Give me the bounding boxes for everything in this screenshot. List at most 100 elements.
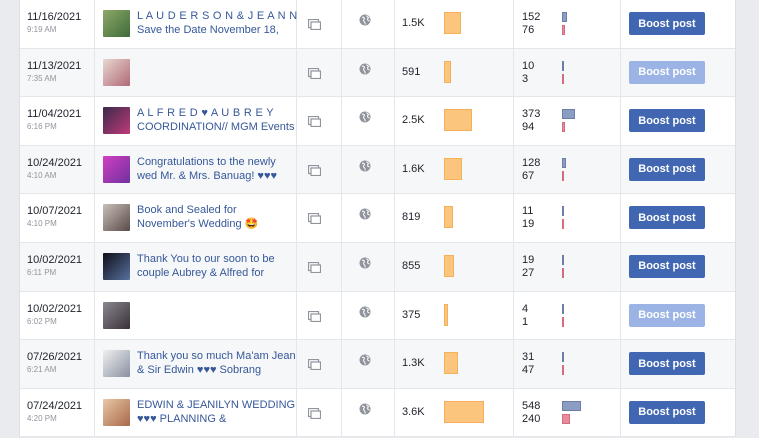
column-divider: [620, 97, 621, 145]
column-divider: [94, 388, 95, 437]
post-thumbnail[interactable]: [103, 58, 130, 86]
boost-post-button[interactable]: Boost post: [629, 352, 705, 376]
column-divider: [341, 291, 342, 340]
post-text-link[interactable]: L A U D E R S O N & J E A N N Save the Da…: [137, 9, 297, 37]
reach-bar: [444, 400, 484, 423]
globe-icon: [359, 305, 371, 323]
post-text-link[interactable]: Book and Sealed for November's Wedding 🤩: [137, 203, 297, 231]
column-divider: [620, 340, 621, 388]
reach-value: 1.6K: [402, 162, 425, 175]
column-divider: [94, 145, 95, 194]
post-thumbnail[interactable]: [103, 155, 130, 183]
album-icon: [307, 211, 322, 229]
post-date: 07/24/2021: [27, 399, 83, 412]
column-divider: [620, 242, 621, 291]
table-row: 10/07/2021 4:10 PM Book and Sealed for Nove…: [20, 194, 735, 243]
post-clicks-value: 11: [522, 205, 534, 218]
post-text-line: COORDINATION// MGM Events: [137, 121, 295, 134]
post-text-line: November's Wedding 🤩: [137, 218, 259, 231]
post-text-line: Save the Date November 18,: [137, 24, 279, 36]
column-divider: [341, 48, 342, 97]
column-divider: [620, 0, 621, 48]
table-row: 07/26/2021 6:21 AM Thank you so much Ma'am…: [20, 340, 735, 389]
post-time: 6:11 PM: [27, 267, 57, 277]
boost-post-button[interactable]: Boost post: [629, 206, 705, 230]
post-text-line: L A U D E R S O N & J E A N N: [137, 10, 297, 22]
boost-post-button[interactable]: Boost post: [629, 12, 705, 35]
post-text-link[interactable]: Congratulations to the newly wed Mr. & Mr…: [137, 155, 297, 183]
post-time: 6:16 PM: [27, 122, 57, 132]
album-icon: [307, 163, 322, 181]
reach-bar: [444, 254, 454, 277]
post-text-line: & Sir Edwin ♥♥♥ Sobrang: [137, 364, 262, 377]
reactions-bar: [562, 413, 570, 424]
reactions-value: 76: [522, 24, 535, 36]
column-divider: [513, 340, 514, 388]
post-thumbnail[interactable]: [103, 398, 130, 426]
column-divider: [296, 194, 297, 242]
reactions-bar: [562, 365, 564, 376]
reach-value: 1.3K: [402, 357, 425, 370]
reactions-bar: [562, 267, 564, 278]
post-text-link[interactable]: Thank you so much Ma'am Jean & Sir Edwin …: [137, 349, 297, 377]
reach-value: 3.6K: [402, 405, 425, 418]
post-date: 10/07/2021: [27, 205, 83, 218]
column-divider: [394, 97, 395, 145]
table-row: 10/02/2021 6:02 PM 375 4 1 Boost post: [20, 291, 735, 341]
post-text-link[interactable]: Thank You to our soon to be couple Aubrey…: [137, 252, 297, 280]
globe-icon: [359, 110, 371, 128]
post-text-line: ♥♥♥ PLANNING &: [137, 412, 227, 425]
post-clicks-bar: [562, 60, 564, 71]
album-icon: [307, 66, 322, 84]
column-divider: [513, 145, 514, 194]
reach-value: 855: [402, 259, 421, 272]
post-clicks-bar: [562, 109, 575, 120]
globe-icon: [359, 353, 371, 371]
reactions-value: 67: [522, 169, 535, 182]
globe-icon: [359, 13, 371, 31]
post-thumbnail[interactable]: [103, 204, 130, 232]
post-time: 7:35 AM: [27, 73, 57, 83]
post-clicks-value: 19: [522, 253, 535, 266]
column-divider: [513, 97, 514, 145]
column-divider: [620, 388, 621, 437]
album-icon: [307, 260, 322, 278]
reach-bar: [444, 303, 448, 326]
reach-bar: [444, 206, 453, 229]
boost-post-button[interactable]: Boost post: [629, 109, 705, 133]
reactions-value: 240: [522, 412, 541, 425]
reach-value: 375: [402, 308, 421, 321]
boost-post-button[interactable]: Boost post: [629, 400, 705, 424]
post-clicks-value: 373: [522, 108, 541, 121]
post-thumbnail[interactable]: [103, 301, 130, 329]
album-icon: [307, 357, 322, 375]
column-divider: [620, 145, 621, 194]
post-thumbnail[interactable]: [103, 252, 130, 280]
reach-bar: [444, 60, 451, 83]
reactions-value: 1: [522, 315, 529, 328]
post-time: 4:10 PM: [27, 219, 57, 229]
post-thumbnail[interactable]: [103, 350, 130, 378]
post-thumbnail[interactable]: [103, 107, 130, 135]
posts-table: 11/16/2021 9:19 AM L A U D E R S O N & J E…: [19, 0, 736, 438]
post-date: 11/13/2021: [27, 59, 82, 72]
reactions-value: 94: [522, 121, 535, 134]
reactions-bar: [562, 316, 564, 327]
column-divider: [341, 340, 342, 388]
column-divider: [341, 242, 342, 291]
post-thumbnail[interactable]: [103, 10, 130, 37]
column-divider: [394, 242, 395, 291]
boost-post-button[interactable]: Boost post: [629, 254, 705, 278]
post-text-link[interactable]: EDWIN & JEANILYN WEDDING ♥♥♥ PLANNING &: [137, 398, 297, 426]
column-divider: [513, 194, 514, 242]
boost-post-button[interactable]: Boost post: [629, 157, 705, 181]
post-text-link[interactable]: A L F R E D ♥ A U B R E Y COORDINATION// …: [137, 106, 297, 134]
column-divider: [620, 48, 621, 97]
column-divider: [296, 97, 297, 145]
reach-value: 591: [402, 65, 421, 78]
post-date: 10/02/2021: [27, 253, 83, 266]
column-divider: [296, 291, 297, 340]
reactions-bar: [562, 73, 564, 84]
post-time: 9:19 AM: [27, 25, 57, 34]
boost-post-button: Boost post: [629, 303, 705, 327]
